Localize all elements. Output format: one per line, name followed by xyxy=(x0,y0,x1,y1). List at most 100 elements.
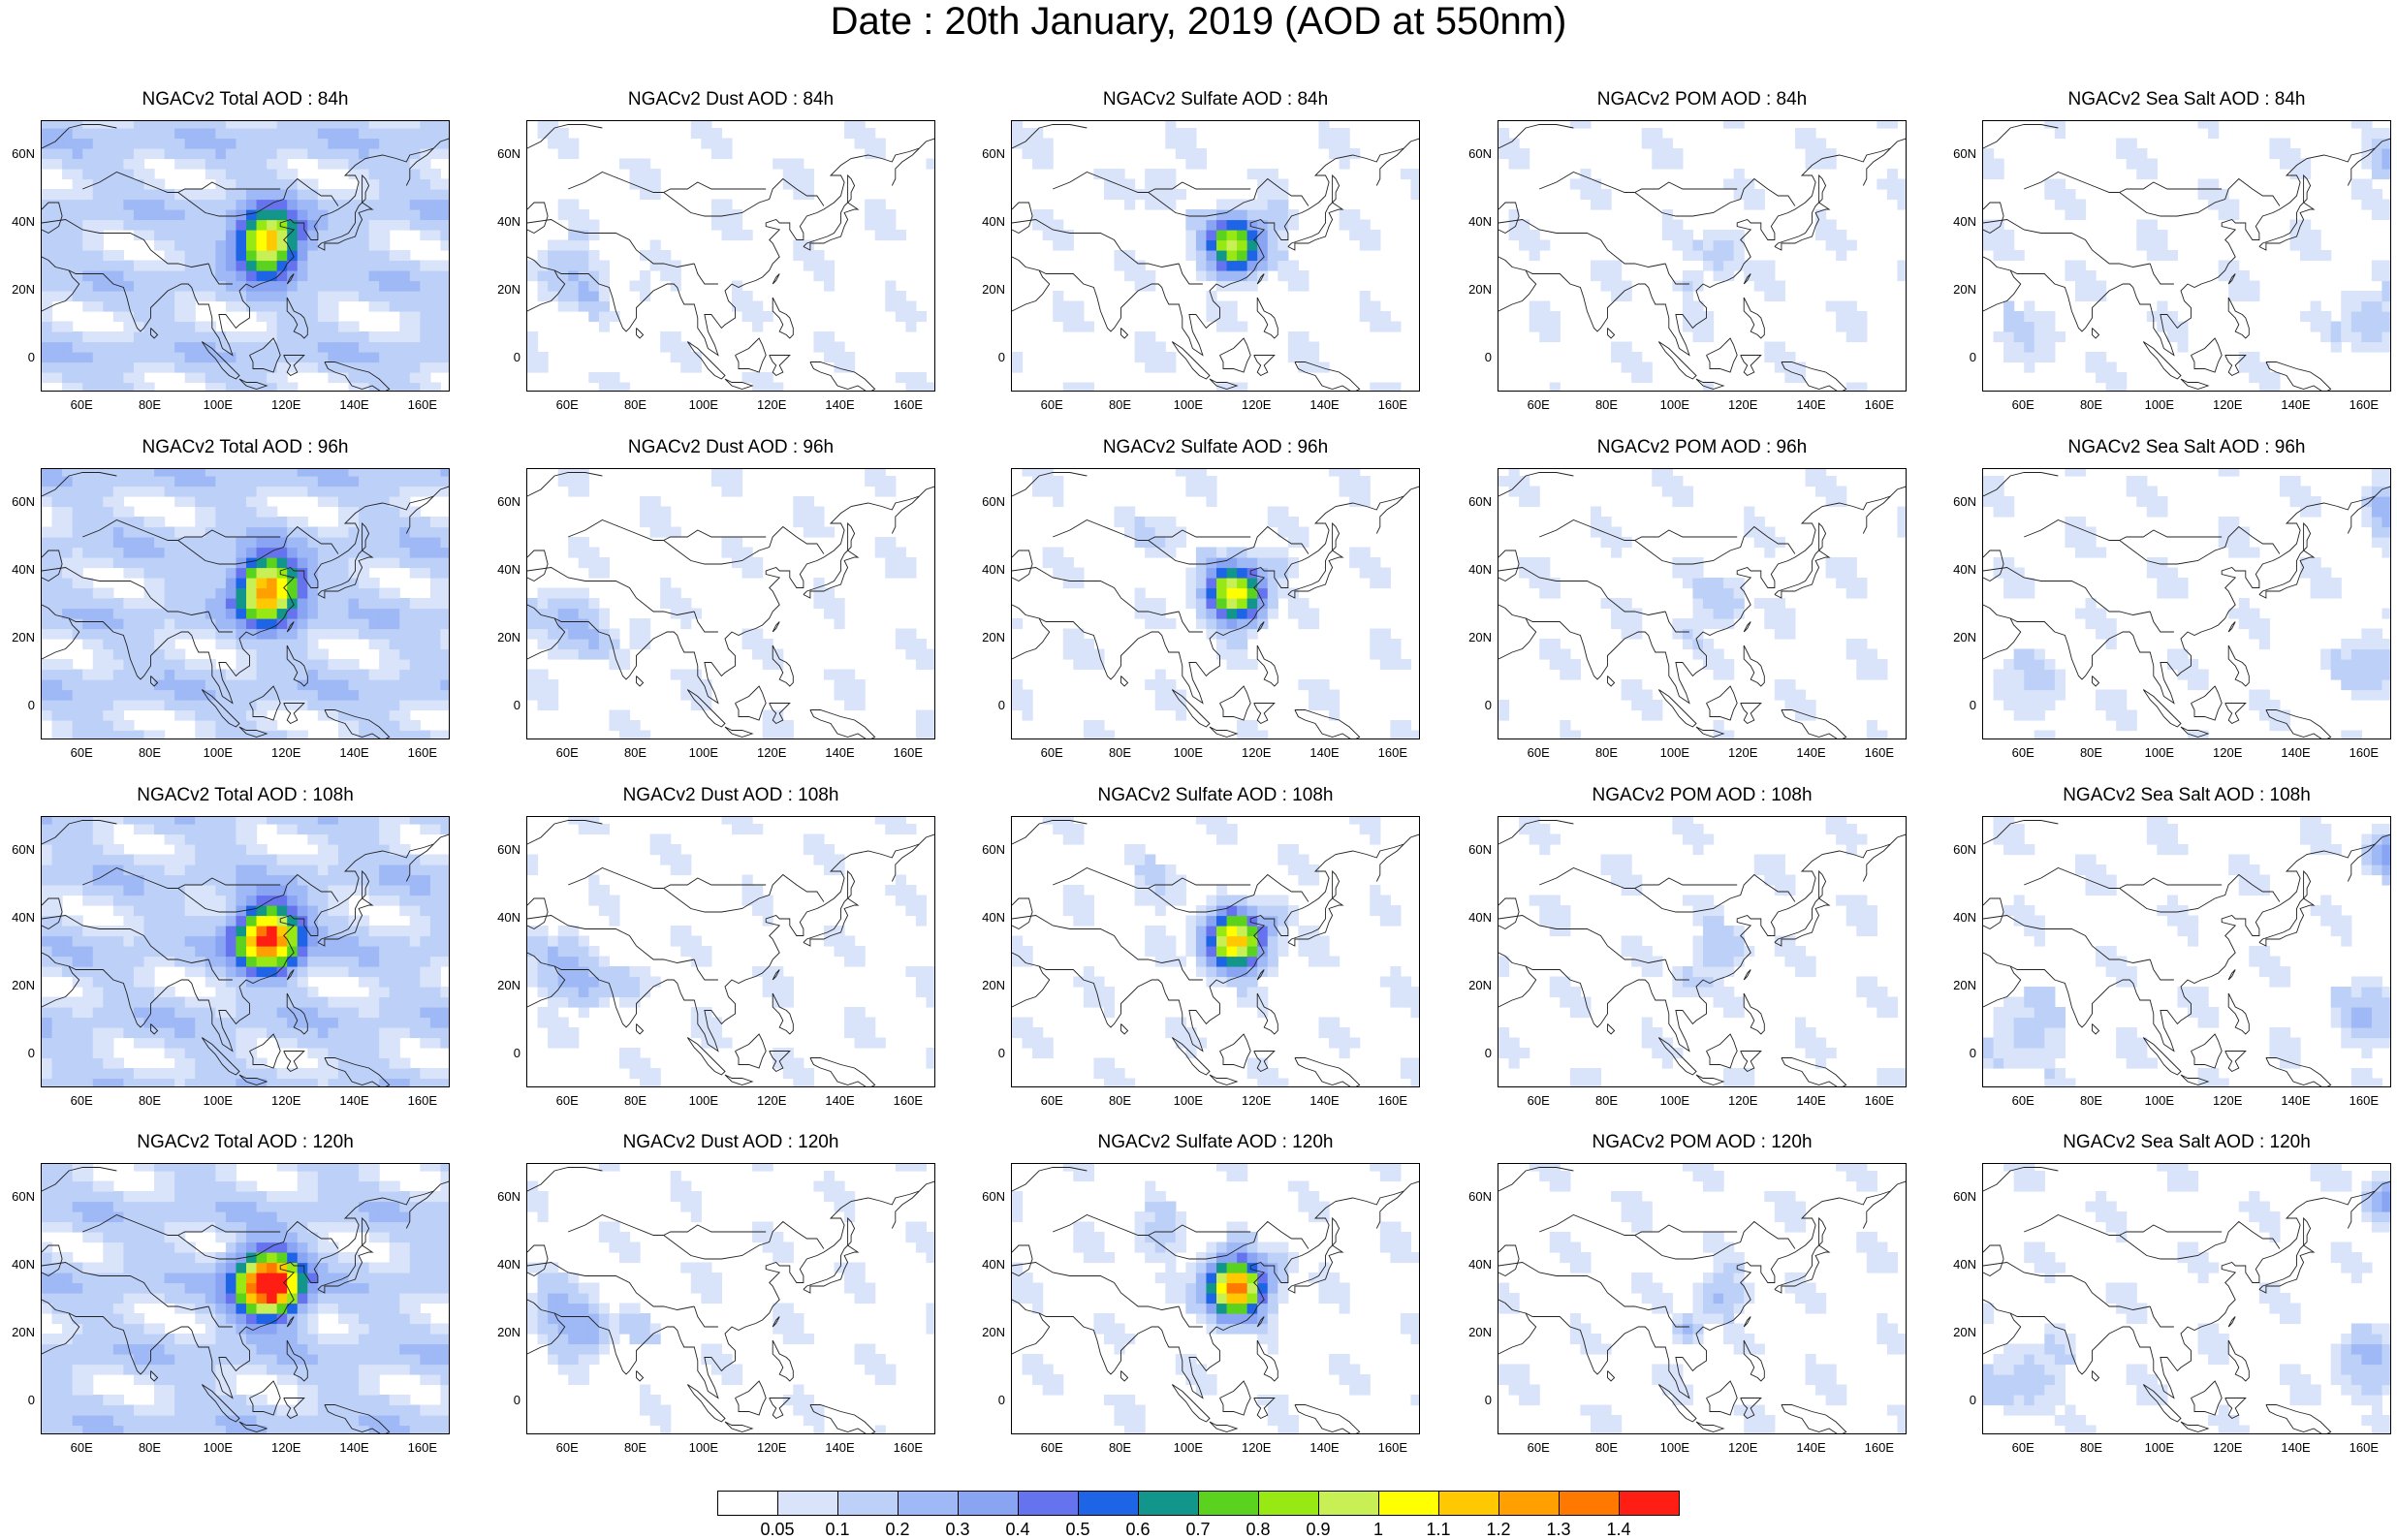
aod-cell xyxy=(359,844,369,855)
aod-cell xyxy=(144,169,155,179)
aod-cell xyxy=(1104,731,1115,740)
aod-cell xyxy=(379,977,390,988)
aod-cell xyxy=(215,817,226,825)
aod-cell xyxy=(226,926,237,936)
aod-cell xyxy=(287,997,298,1008)
lon-tick-label: 160E xyxy=(1373,397,1412,412)
aod-cell xyxy=(410,916,421,927)
aod-cell xyxy=(154,148,165,159)
aod-cell xyxy=(410,342,421,353)
aod-cell xyxy=(298,649,308,660)
aod-cell xyxy=(1994,476,2004,487)
aod-cell xyxy=(1268,209,1278,220)
aod-cell xyxy=(430,200,441,210)
aod-cell xyxy=(246,128,257,139)
aod-cell xyxy=(691,128,702,139)
aod-cell xyxy=(410,936,421,947)
aod-cell xyxy=(1370,578,1380,588)
aod-cell xyxy=(328,588,338,599)
aod-cell xyxy=(1846,639,1857,649)
aod-cell xyxy=(885,537,896,548)
aod-cell xyxy=(52,926,63,936)
aod-cell xyxy=(205,189,216,200)
aod-cell xyxy=(390,966,400,977)
aod-cell xyxy=(236,885,246,896)
aod-cell xyxy=(916,659,927,670)
aod-cell xyxy=(174,487,185,497)
aod-cell xyxy=(144,824,155,834)
lon-tick-label: 60E xyxy=(62,397,101,412)
aod-cell xyxy=(1185,598,1196,609)
aod-cell xyxy=(236,487,246,497)
aod-cell xyxy=(865,209,875,220)
aod-cell xyxy=(558,148,569,159)
aod-cell xyxy=(1257,209,1268,220)
aod-cell xyxy=(73,189,83,200)
aod-cell xyxy=(599,618,610,629)
aod-cell xyxy=(399,291,410,301)
aod-cell xyxy=(215,487,226,497)
aod-cell xyxy=(103,926,113,936)
aod-cell xyxy=(2219,527,2229,538)
aod-cell xyxy=(93,957,104,967)
aod-cell xyxy=(1329,690,1340,701)
aod-cell xyxy=(113,957,124,967)
aod-cell xyxy=(195,496,205,507)
aod-cell xyxy=(307,1048,318,1058)
coastline xyxy=(1172,342,1210,380)
aod-cell xyxy=(1012,618,1023,629)
aod-cell xyxy=(267,1007,277,1018)
aod-cell xyxy=(1683,281,1693,292)
aod-cell xyxy=(1580,189,1591,200)
aod-cell xyxy=(399,372,410,383)
aod-cell xyxy=(287,548,298,558)
aod-cell xyxy=(165,557,175,568)
aod-cell xyxy=(527,362,538,373)
aod-cell xyxy=(916,649,927,660)
aod-cell xyxy=(399,209,410,220)
aod-cell xyxy=(246,1079,257,1088)
aod-cell xyxy=(165,311,175,322)
aod-cell xyxy=(205,824,216,834)
aod-cell xyxy=(558,250,569,261)
aod-cell xyxy=(430,487,441,497)
aod-cell xyxy=(390,537,400,548)
aod-cell xyxy=(379,1038,390,1049)
aod-cell xyxy=(205,670,216,680)
aod-cell xyxy=(338,817,349,825)
aod-cell xyxy=(1539,557,1550,568)
aod-cell xyxy=(2198,679,2209,690)
aod-cell xyxy=(134,598,144,609)
aod-cell xyxy=(1983,496,1994,507)
aod-cell xyxy=(349,469,360,477)
aod-cell xyxy=(1227,209,1238,220)
aod-cell xyxy=(185,148,196,159)
aod-cell xyxy=(62,588,73,599)
aod-cell xyxy=(2127,159,2137,170)
aod-cell xyxy=(2381,159,2391,170)
aod-cell xyxy=(226,270,237,281)
aod-cell xyxy=(174,855,185,865)
aod-cell xyxy=(2147,496,2158,507)
aod-cell xyxy=(1084,659,1094,670)
aod-cell xyxy=(195,362,205,373)
aod-cell xyxy=(430,270,441,281)
aod-cell xyxy=(1539,311,1550,322)
aod-cell xyxy=(1298,527,1309,538)
aod-cell xyxy=(226,987,237,997)
aod-cell xyxy=(2177,342,2188,353)
aod-cell xyxy=(390,200,400,210)
aod-cell xyxy=(257,209,268,220)
lon-tick-label: 160E xyxy=(2345,397,2383,412)
aod-cell xyxy=(318,476,329,487)
aod-cell xyxy=(1247,230,1258,240)
aod-cell xyxy=(144,230,155,240)
aod-cell xyxy=(390,659,400,670)
aod-cell xyxy=(123,618,134,629)
aod-cell xyxy=(1073,629,1084,640)
aod-cell xyxy=(742,301,753,312)
aod-cell xyxy=(298,139,308,149)
aod-cell xyxy=(165,139,175,149)
aod-cell xyxy=(1084,731,1094,740)
aod-cell xyxy=(236,169,246,179)
